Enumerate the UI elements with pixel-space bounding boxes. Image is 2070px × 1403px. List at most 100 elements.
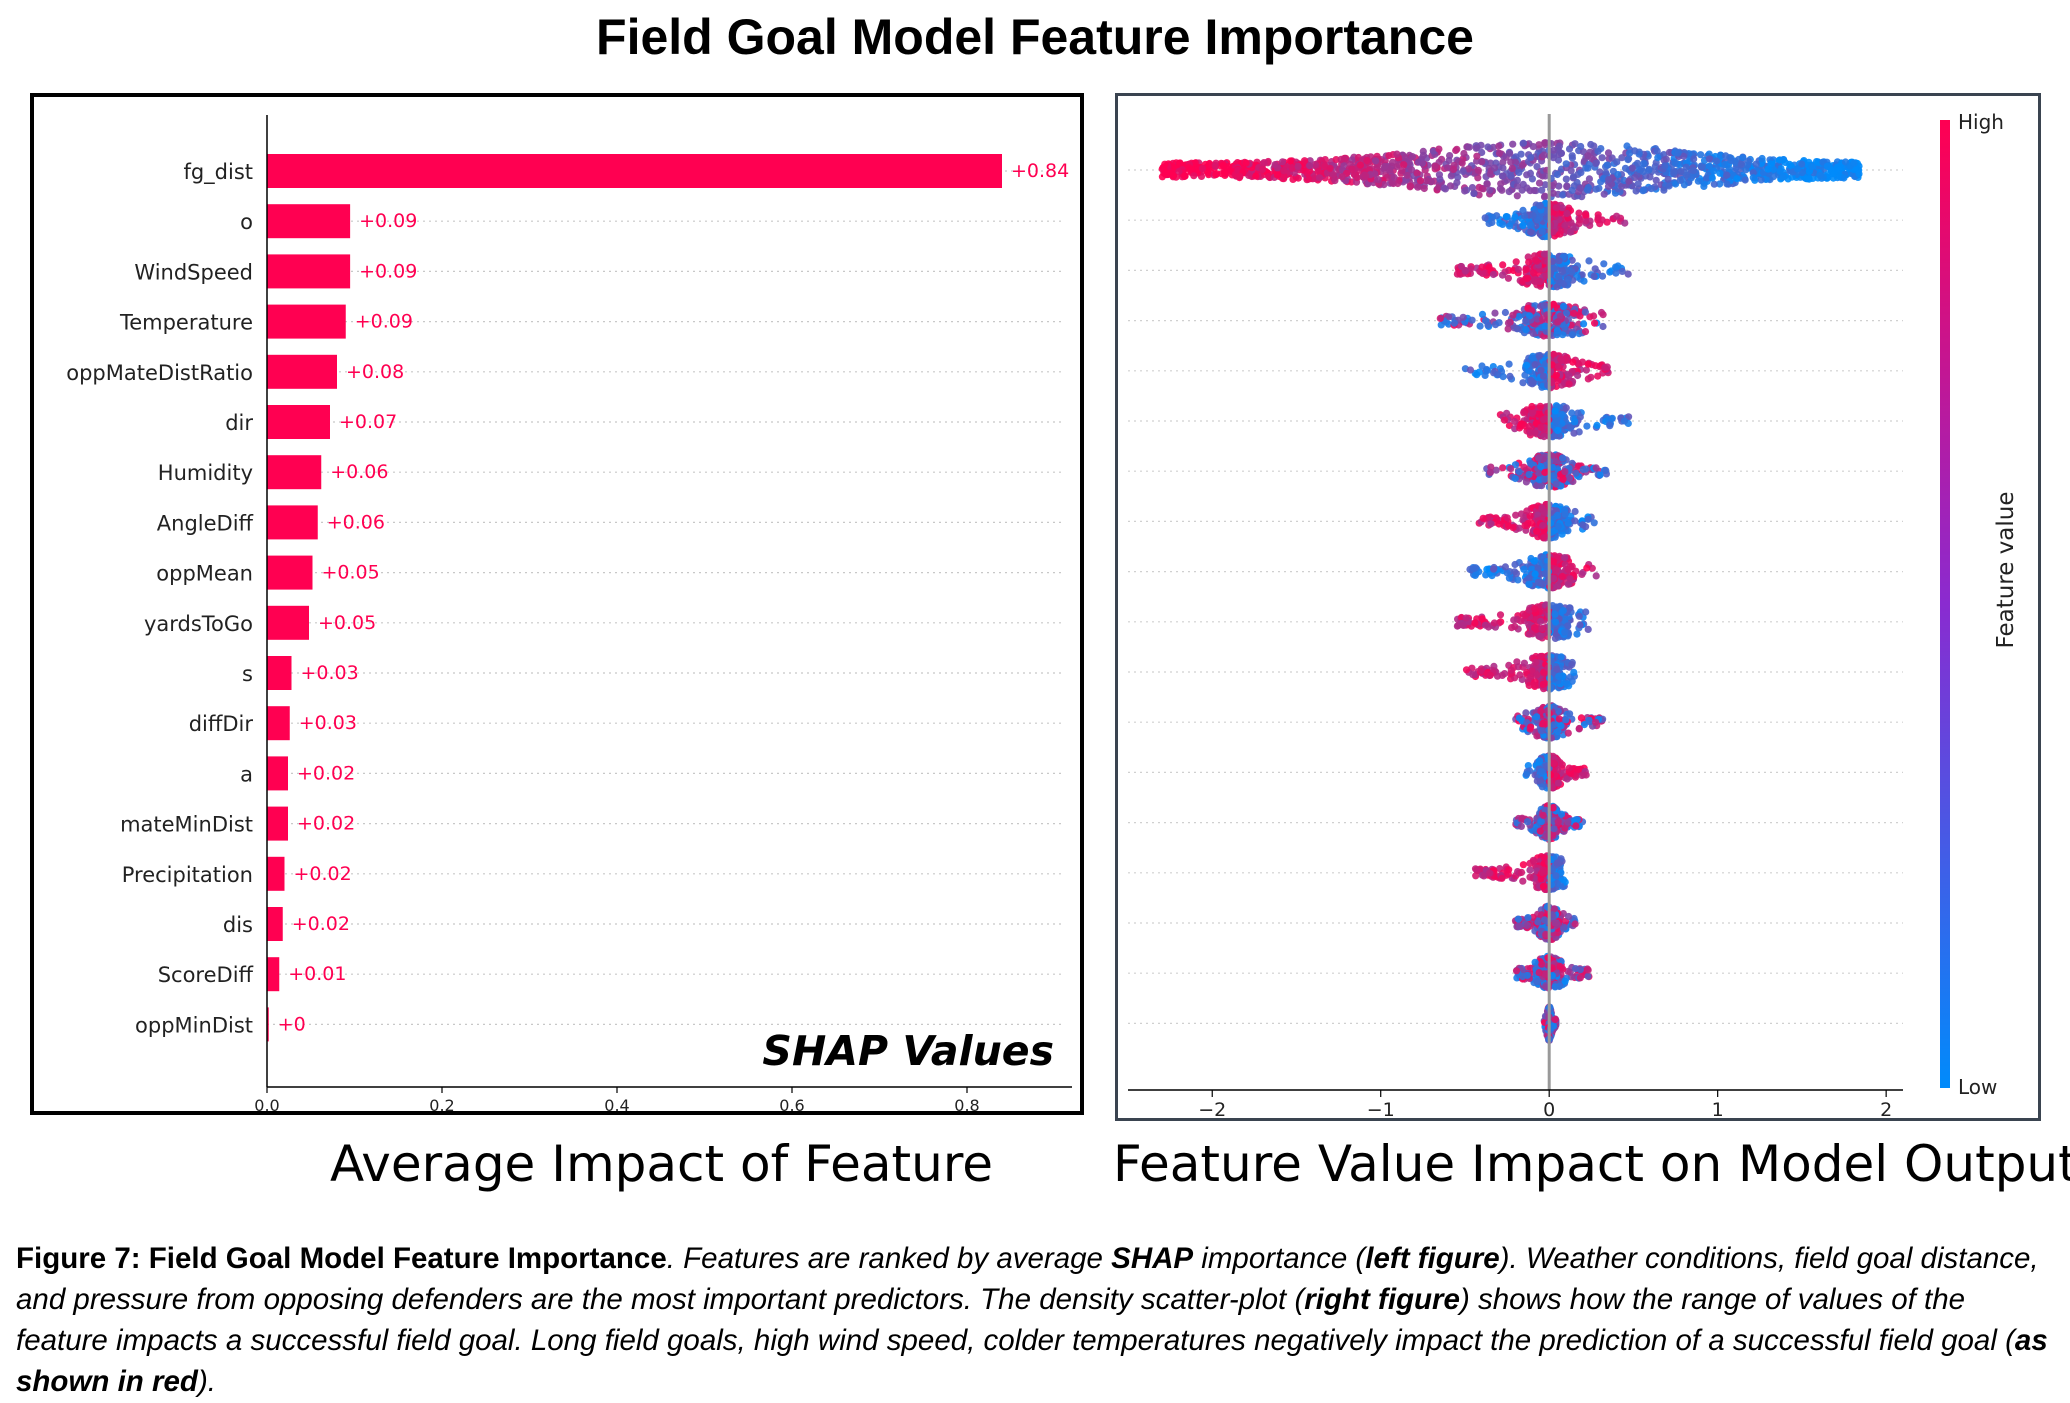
beeswarm-point xyxy=(1525,606,1533,614)
beeswarm-point xyxy=(1529,143,1537,151)
beeswarm-point xyxy=(1555,715,1563,723)
beeswarm-point xyxy=(1525,471,1533,479)
bar xyxy=(267,254,351,289)
beeswarm-point xyxy=(1305,175,1313,183)
beeswarm-point xyxy=(1490,565,1498,573)
beeswarm-point xyxy=(1558,572,1566,581)
beeswarm-point xyxy=(1534,578,1542,586)
value-label: +0.08 xyxy=(346,361,404,383)
beeswarm-point xyxy=(1575,612,1583,620)
category-label: diffDir xyxy=(189,712,254,736)
beeswarm-point xyxy=(1596,471,1604,479)
beeswarm-point xyxy=(1520,463,1528,471)
beeswarm-point xyxy=(1561,510,1569,518)
beeswarm-point xyxy=(1519,379,1527,387)
beeswarm-point xyxy=(1562,404,1570,412)
beeswarm-point xyxy=(1660,156,1668,164)
beeswarm-point xyxy=(1572,469,1580,477)
beeswarm-point xyxy=(1406,182,1415,190)
beeswarm-point xyxy=(1580,277,1588,285)
beeswarm-point xyxy=(1505,188,1513,196)
beeswarm-point xyxy=(1470,189,1478,198)
beeswarm-point xyxy=(1561,628,1569,636)
beeswarm-point xyxy=(1496,185,1504,193)
beeswarm-point xyxy=(1557,722,1565,730)
beeswarm-point xyxy=(1584,625,1592,634)
beeswarm-point xyxy=(1522,361,1531,369)
beeswarm-point xyxy=(1566,423,1574,431)
beeswarm-point xyxy=(1523,770,1531,778)
beeswarm-point xyxy=(1491,309,1499,317)
beeswarm-row xyxy=(1453,250,1632,291)
beeswarm-point xyxy=(1331,177,1339,185)
beeswarm-point xyxy=(1311,160,1319,169)
beeswarm-point xyxy=(1414,183,1422,191)
beeswarm-point xyxy=(1528,354,1536,362)
beeswarm-point xyxy=(1507,666,1515,674)
beeswarm-point xyxy=(1528,667,1536,675)
beeswarm-point xyxy=(1212,171,1220,179)
beeswarm-point xyxy=(1744,161,1752,169)
beeswarm-point xyxy=(1557,810,1566,818)
beeswarm-point xyxy=(1476,322,1484,330)
beeswarm-point xyxy=(1577,714,1585,722)
beeswarm-point xyxy=(1563,183,1571,191)
beeswarm-point xyxy=(1594,372,1602,380)
beeswarm-point xyxy=(1652,176,1660,184)
beeswarm-point xyxy=(1582,366,1590,374)
value-label: +0.05 xyxy=(318,612,376,634)
beeswarm-point xyxy=(1590,272,1598,280)
beeswarm-point xyxy=(1528,175,1536,183)
bar xyxy=(267,856,285,891)
x-tick-label: 0.6 xyxy=(779,1096,804,1111)
beeswarm-point xyxy=(1689,167,1698,175)
beeswarm-point xyxy=(1474,166,1482,174)
beeswarm-point xyxy=(1190,172,1198,180)
beeswarm-point xyxy=(1362,172,1370,180)
beeswarm-point xyxy=(1533,315,1541,323)
beeswarm-point xyxy=(1535,454,1543,462)
row-label: mateMinDist xyxy=(1118,96,1125,97)
beeswarm-point xyxy=(1523,171,1531,179)
beeswarm-point xyxy=(1158,173,1166,181)
bar xyxy=(267,204,351,239)
beeswarm-point xyxy=(1713,157,1721,165)
beeswarm-point xyxy=(1403,171,1411,179)
beeswarm-point xyxy=(1453,179,1461,187)
beeswarm-point xyxy=(1581,328,1590,336)
beeswarm-point xyxy=(1565,204,1573,212)
beeswarm-point xyxy=(1568,409,1576,417)
beeswarm-point xyxy=(1486,468,1494,476)
beeswarm-point xyxy=(1569,173,1578,181)
beeswarm-point xyxy=(1483,565,1491,573)
beeswarm-point xyxy=(1779,173,1787,181)
beeswarm-row xyxy=(1461,350,1612,392)
beeswarm-point xyxy=(1776,167,1784,175)
beeswarm-point xyxy=(1531,256,1540,264)
beeswarm-point xyxy=(1549,189,1557,197)
beeswarm-point xyxy=(1511,461,1520,469)
beeswarm-point xyxy=(1541,139,1549,147)
value-label: +0.06 xyxy=(330,461,388,483)
beeswarm-point xyxy=(1561,221,1569,230)
beeswarm-point xyxy=(1830,170,1838,178)
category-label: mateMinDist xyxy=(120,813,253,837)
beeswarm-point xyxy=(1501,670,1509,678)
bar xyxy=(267,405,330,439)
beeswarm-point xyxy=(1483,366,1492,374)
beeswarm-point xyxy=(1525,580,1533,588)
value-label: +0.05 xyxy=(322,562,380,584)
beeswarm-point xyxy=(1393,150,1401,158)
beeswarm-point xyxy=(1563,680,1571,688)
beeswarm-point xyxy=(1504,319,1513,327)
beeswarm-point xyxy=(1598,272,1607,280)
beeswarm-point xyxy=(1280,172,1288,180)
row-label: o xyxy=(1118,96,1119,97)
beeswarm-point xyxy=(1671,159,1679,167)
beeswarm-point xyxy=(1850,159,1858,167)
beeswarm-point xyxy=(1573,630,1581,638)
beeswarm-point xyxy=(1408,153,1416,161)
beeswarm-point xyxy=(1705,155,1713,163)
beeswarm-point xyxy=(1552,371,1560,379)
category-label: ScoreDiff xyxy=(158,963,254,987)
